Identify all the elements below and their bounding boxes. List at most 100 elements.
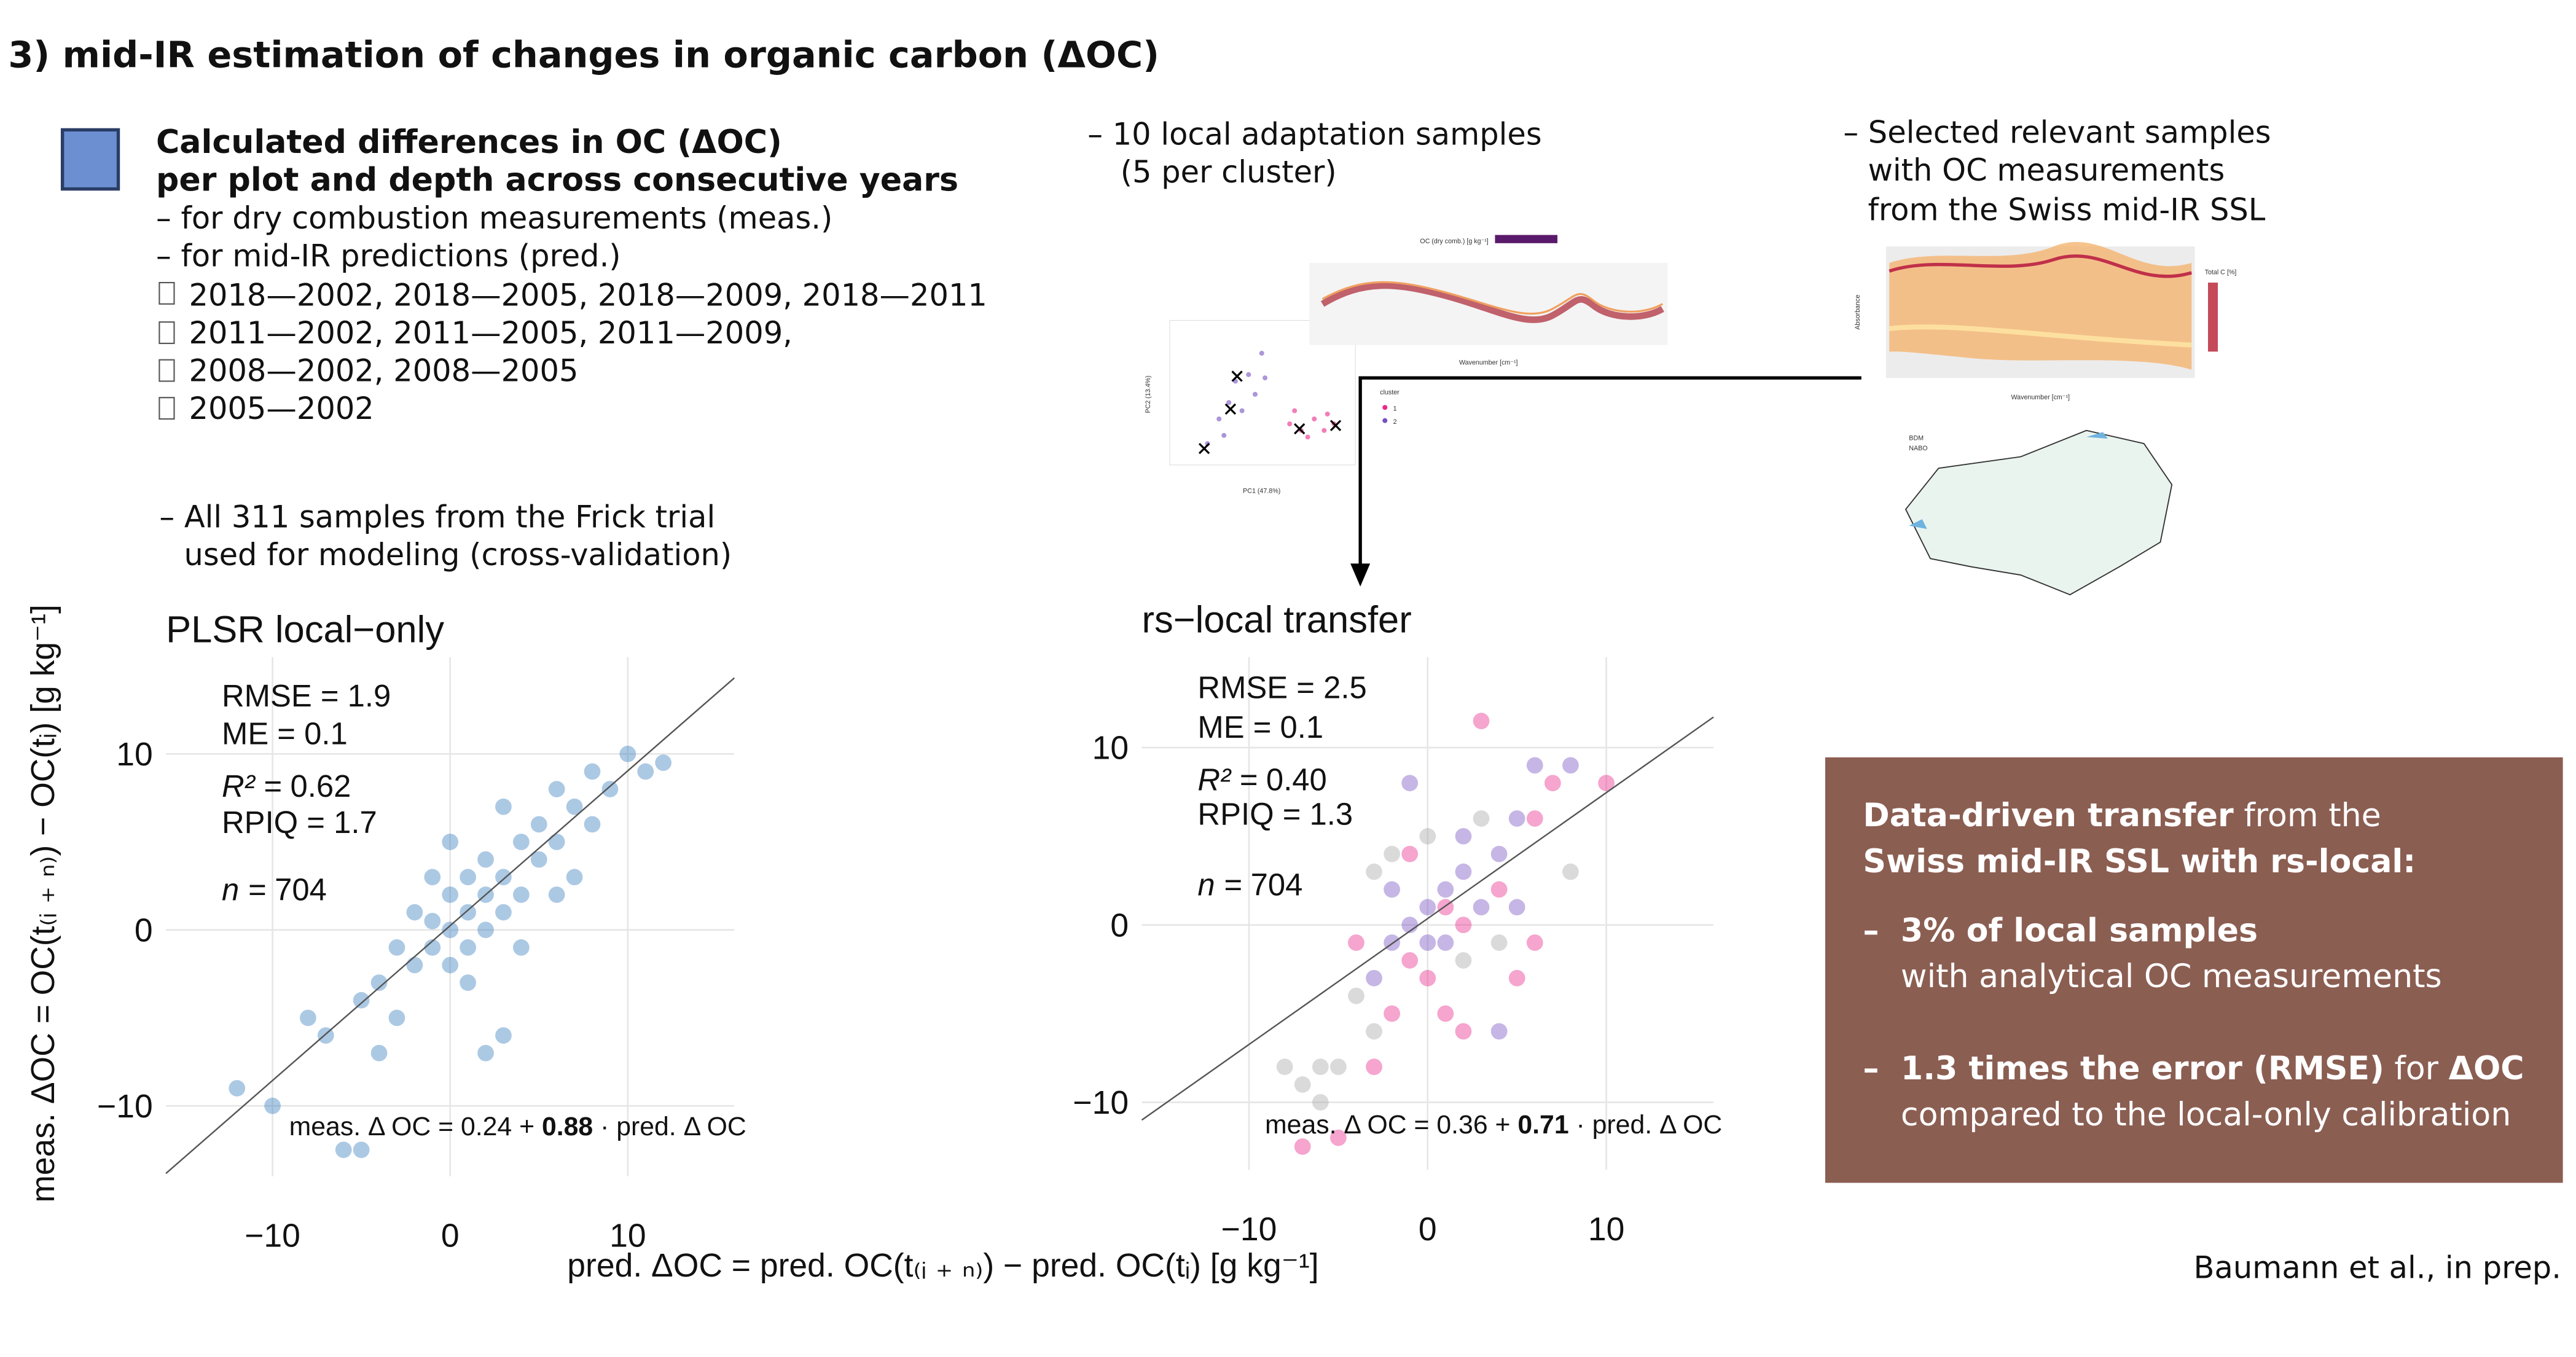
box-line: Swiss mid-IR SSL with rs-local: xyxy=(1863,843,2416,880)
stat: n = 704 xyxy=(1197,867,1302,902)
point xyxy=(1598,775,1615,792)
box-line: Data-driven transfer from the xyxy=(1863,797,2381,834)
point xyxy=(424,913,441,929)
stat-value: 0.62 xyxy=(291,768,351,804)
y-tick-label: 10 xyxy=(1092,730,1129,767)
fit-equation: meas. Δ OC = 0.24 + 0.88 · pred. Δ OC xyxy=(289,1112,746,1141)
year-pairs: 2008—2002, 2008—2005 xyxy=(189,353,579,388)
point xyxy=(370,1044,388,1062)
stat-label: RPIQ = xyxy=(222,805,325,840)
x-tick-label: 10 xyxy=(1588,1211,1624,1248)
stat-label: ME = xyxy=(1197,710,1271,745)
year-pairs: 2005—2002 xyxy=(189,391,374,426)
fit-intercept: 0.24 xyxy=(461,1112,512,1141)
stat-value: 1.3 xyxy=(1310,796,1353,831)
point xyxy=(1455,827,1472,845)
box-text: compared to the local-only calibration xyxy=(1901,1097,2511,1133)
point xyxy=(1366,863,1382,880)
point xyxy=(406,904,423,921)
point xyxy=(548,781,565,797)
point xyxy=(477,851,494,868)
point xyxy=(477,1044,494,1062)
box-bold: Data-driven transfer xyxy=(1863,797,2234,834)
point xyxy=(1276,1058,1293,1075)
point xyxy=(1348,987,1364,1004)
stat: R² = 0.40 xyxy=(1197,762,1326,797)
point xyxy=(460,974,476,991)
point xyxy=(637,763,654,780)
fit-text: + xyxy=(519,1112,534,1141)
right-line: from the Swiss mid-IR SSL xyxy=(1868,192,2265,227)
point xyxy=(1490,1023,1508,1040)
middle-line: – 10 local adaptation samples xyxy=(1087,116,1541,152)
point xyxy=(388,1009,405,1027)
year-pairs: 2011—2002, 2011—2005, 2011—2009, xyxy=(189,315,793,351)
point xyxy=(1526,934,1543,951)
point xyxy=(1473,899,1490,916)
stat-value: 704 xyxy=(275,872,327,907)
point xyxy=(584,763,601,780)
box-text: with analytical OC measurements xyxy=(1901,958,2442,995)
thumb-label: Wavenumber [cm⁻¹] xyxy=(1459,359,1518,367)
map-thumbnail: BDM NABO xyxy=(1905,429,2173,596)
stat: ME = 0.1 xyxy=(1197,710,1323,745)
point xyxy=(495,869,512,886)
point xyxy=(353,991,370,1009)
point xyxy=(1294,1138,1311,1155)
point xyxy=(1419,827,1436,845)
stat-label: n = xyxy=(222,872,266,907)
point xyxy=(1348,934,1364,951)
thumb-label: cluster xyxy=(1380,389,1400,396)
spectra-thumbnail: OC (dry comb.) [g kg⁻¹] Wavenumber [cm⁻¹… xyxy=(1309,235,1668,367)
point xyxy=(460,869,476,886)
checkboxes xyxy=(159,281,175,420)
point xyxy=(300,1009,316,1027)
stat-value: 2.5 xyxy=(1323,670,1367,705)
summary-box: Data-driven transfer from the Swiss mid-… xyxy=(1825,757,2563,1183)
stat: R² = 0.62 xyxy=(222,768,351,804)
point xyxy=(424,939,441,956)
bullet: – xyxy=(1863,1050,1879,1087)
point xyxy=(1366,1058,1382,1075)
fit-text: · pred. Δ OC xyxy=(1576,1110,1723,1140)
point xyxy=(1419,969,1436,987)
point xyxy=(1312,1058,1329,1075)
thumb-label: PC1 (47.8%) xyxy=(1243,487,1280,495)
point xyxy=(1526,757,1543,774)
fit-line xyxy=(165,677,735,1175)
point xyxy=(1455,952,1472,969)
stat-value: 0.1 xyxy=(304,716,348,751)
note: – All 311 samples from the Frick trial xyxy=(159,499,715,534)
point xyxy=(1330,1058,1347,1075)
point xyxy=(424,869,441,886)
stat-value: 1.9 xyxy=(348,678,391,713)
x-tick-label: 0 xyxy=(441,1218,460,1254)
box-text: from the xyxy=(2244,797,2381,834)
stat-value: 0.40 xyxy=(1266,762,1327,797)
stat-label: R² = xyxy=(1197,762,1257,797)
stat: RMSE = 1.9 xyxy=(222,678,391,713)
point xyxy=(1330,1129,1347,1146)
point xyxy=(1544,775,1561,792)
stat-label: RMSE = xyxy=(222,678,339,713)
box-bold: ΔOC xyxy=(2449,1050,2524,1087)
transfer-arrow xyxy=(1350,376,1862,587)
point xyxy=(1455,863,1472,880)
point xyxy=(1508,810,1525,827)
y-tick-label: 0 xyxy=(135,912,153,948)
middle-line: (5 per cluster) xyxy=(1121,154,1337,190)
point xyxy=(460,939,476,956)
point xyxy=(370,974,388,991)
thumb-label: 2 xyxy=(1393,418,1397,426)
thumb-label: NABO xyxy=(1909,445,1927,452)
fit-equation: meas. Δ OC = 0.36 + 0.71 · pred. Δ OC xyxy=(1265,1110,1722,1140)
stat: n = 704 xyxy=(222,872,327,907)
box-text: for xyxy=(2394,1050,2438,1087)
stat: RPIQ = 1.3 xyxy=(1197,796,1353,831)
point xyxy=(406,956,423,974)
point xyxy=(1490,881,1508,898)
fit-slope: 0.71 xyxy=(1517,1110,1568,1140)
